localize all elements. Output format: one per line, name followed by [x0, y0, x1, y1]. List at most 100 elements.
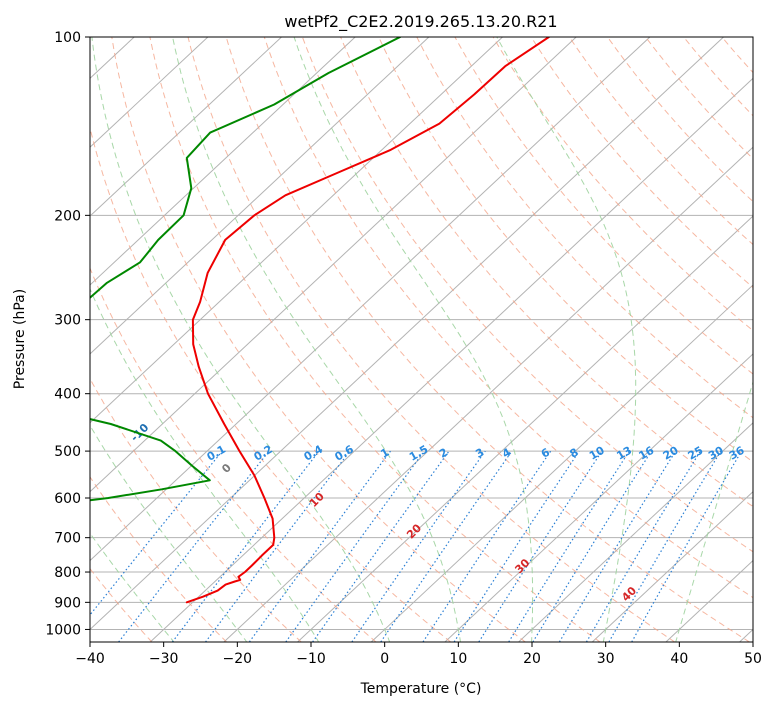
x-tick-label: 30: [597, 651, 615, 667]
y-tick-label: 100: [54, 30, 81, 46]
mixing-ratio-line: [558, 450, 677, 642]
isotherm-line: [90, 37, 430, 355]
sounding-traces: [90, 37, 550, 604]
x-tick-label: 10: [449, 651, 467, 667]
x-tick-label: −40: [75, 651, 105, 667]
x-tick-label: −20: [223, 651, 253, 667]
dry-adiabat-label: 0: [219, 461, 234, 476]
plot-frame: [89, 36, 754, 643]
dry-adiabat: [225, 37, 750, 642]
y-tick-label: 700: [54, 531, 81, 547]
dry-adiabat: [760, 37, 775, 642]
mixing-ratio-label: 1.5: [407, 443, 430, 464]
moist-adiabat: [675, 380, 753, 642]
mixing-ratio-label: 3: [473, 446, 486, 461]
isotherm-line: [90, 37, 651, 562]
dry-adiabat: [683, 37, 753, 117]
mixing-ratio-label: 0.4: [302, 442, 326, 463]
x-tick-label: 20: [523, 651, 541, 667]
dry-adiabat: [90, 266, 377, 642]
isotherm-line: [90, 37, 209, 148]
dry-adiabat: [378, 37, 753, 463]
mixing-ratio-line: [631, 450, 743, 642]
dry-adiabat: [111, 37, 526, 642]
isotherm-line: [297, 215, 753, 642]
x-tick-label: −30: [149, 651, 179, 667]
mixing-ratio-label: 0.1: [205, 443, 228, 464]
dewpoint-trace: [90, 37, 402, 502]
dry-adiabat: [187, 37, 676, 642]
y-tick-label: 200: [54, 208, 81, 224]
mixing-ratio-line: [478, 450, 603, 642]
dry-adiabat: [149, 37, 601, 642]
moist-adiabat: [496, 37, 637, 642]
x-axis: −40 −30 −20 −10 0 10 20 30 40 50: [75, 642, 762, 667]
y-tick-label: 400: [54, 387, 81, 403]
dry-adiabat: [90, 377, 302, 642]
y-axis-label: Pressure (hPa): [12, 289, 28, 389]
isotherm-line: [0, 37, 61, 642]
isotherm-line: [90, 37, 724, 631]
dry-adiabat: [0, 37, 3, 642]
mixing-ratio-label: 25: [686, 444, 706, 463]
isotherm-line: [665, 559, 753, 642]
mixing-ratio-line: [171, 450, 320, 642]
dry-adiabat: [454, 37, 753, 375]
y-tick-label: 800: [54, 565, 81, 581]
dry-adiabat: [607, 37, 753, 203]
mixing-ratio-label: 13: [614, 444, 634, 463]
moist-adiabat: [90, 532, 175, 642]
y-tick-label: 300: [54, 313, 81, 329]
y-tick-label: 600: [54, 491, 81, 507]
moist-adiabat: [172, 37, 462, 642]
mixing-ratio-line: [118, 450, 270, 642]
moist-adiabat: [90, 287, 320, 642]
isotherm-line: [90, 37, 282, 217]
y-tick-label: 500: [54, 444, 81, 460]
mixing-ratio-line: [585, 450, 701, 642]
mixing-ratio-line: [351, 450, 486, 642]
mixing-ratio-line: [380, 450, 513, 642]
isotherm-line: [518, 422, 753, 642]
isotherm-line: [90, 37, 503, 424]
isotherm-line: [591, 490, 753, 642]
x-tick-label: 40: [670, 651, 688, 667]
mixing-ratio-label: 6: [539, 445, 552, 460]
dry-adiabat: [340, 37, 753, 508]
mixing-ratio-label: 10: [587, 444, 607, 463]
x-tick-label: 50: [744, 651, 762, 667]
grid-layer: [0, 37, 753, 642]
isotherm-line: [149, 77, 753, 642]
mixing-ratio-line: [248, 450, 391, 642]
dry-adiabat: [568, 37, 753, 246]
dry-adiabat: [301, 37, 753, 553]
moist-adiabat: [90, 424, 248, 642]
dry-adiabat: [416, 37, 753, 419]
y-tick-label: 900: [54, 595, 81, 611]
mixing-ratio-line: [532, 450, 652, 642]
isotherm-line: [223, 146, 753, 642]
isotherm-line: [90, 37, 577, 493]
x-tick-label: 0: [380, 651, 389, 667]
mixing-ratio-line: [508, 450, 630, 642]
isotherm-line: [739, 628, 753, 642]
dry-adiabat-label: 20: [404, 521, 424, 541]
line-labels: 0.10.20.40.611.52346810131620253036-100-…: [128, 421, 747, 604]
mixing-ratio-line: [205, 450, 351, 642]
dry-adiabat-label: 30: [512, 556, 532, 576]
mixing-ratio-line: [285, 450, 425, 642]
mixing-ratio-line: [90, 450, 223, 616]
dry-adiabat: [90, 475, 227, 642]
mixing-ratio-label: 1: [378, 446, 391, 461]
mixing-ratio-label: 0.6: [333, 442, 357, 463]
dry-adiabat: [721, 37, 753, 74]
moist-adiabat: [293, 37, 534, 642]
mixing-ratio-line: [422, 450, 552, 642]
isotherm-line: [370, 284, 753, 642]
dry-adiabat: [90, 125, 452, 642]
dry-adiabat: [492, 37, 753, 332]
mixing-ratio-label: 4: [500, 445, 513, 460]
x-tick-label: −10: [296, 651, 326, 667]
dry-adiabat: [90, 567, 153, 642]
moist-adiabat: [91, 37, 391, 642]
